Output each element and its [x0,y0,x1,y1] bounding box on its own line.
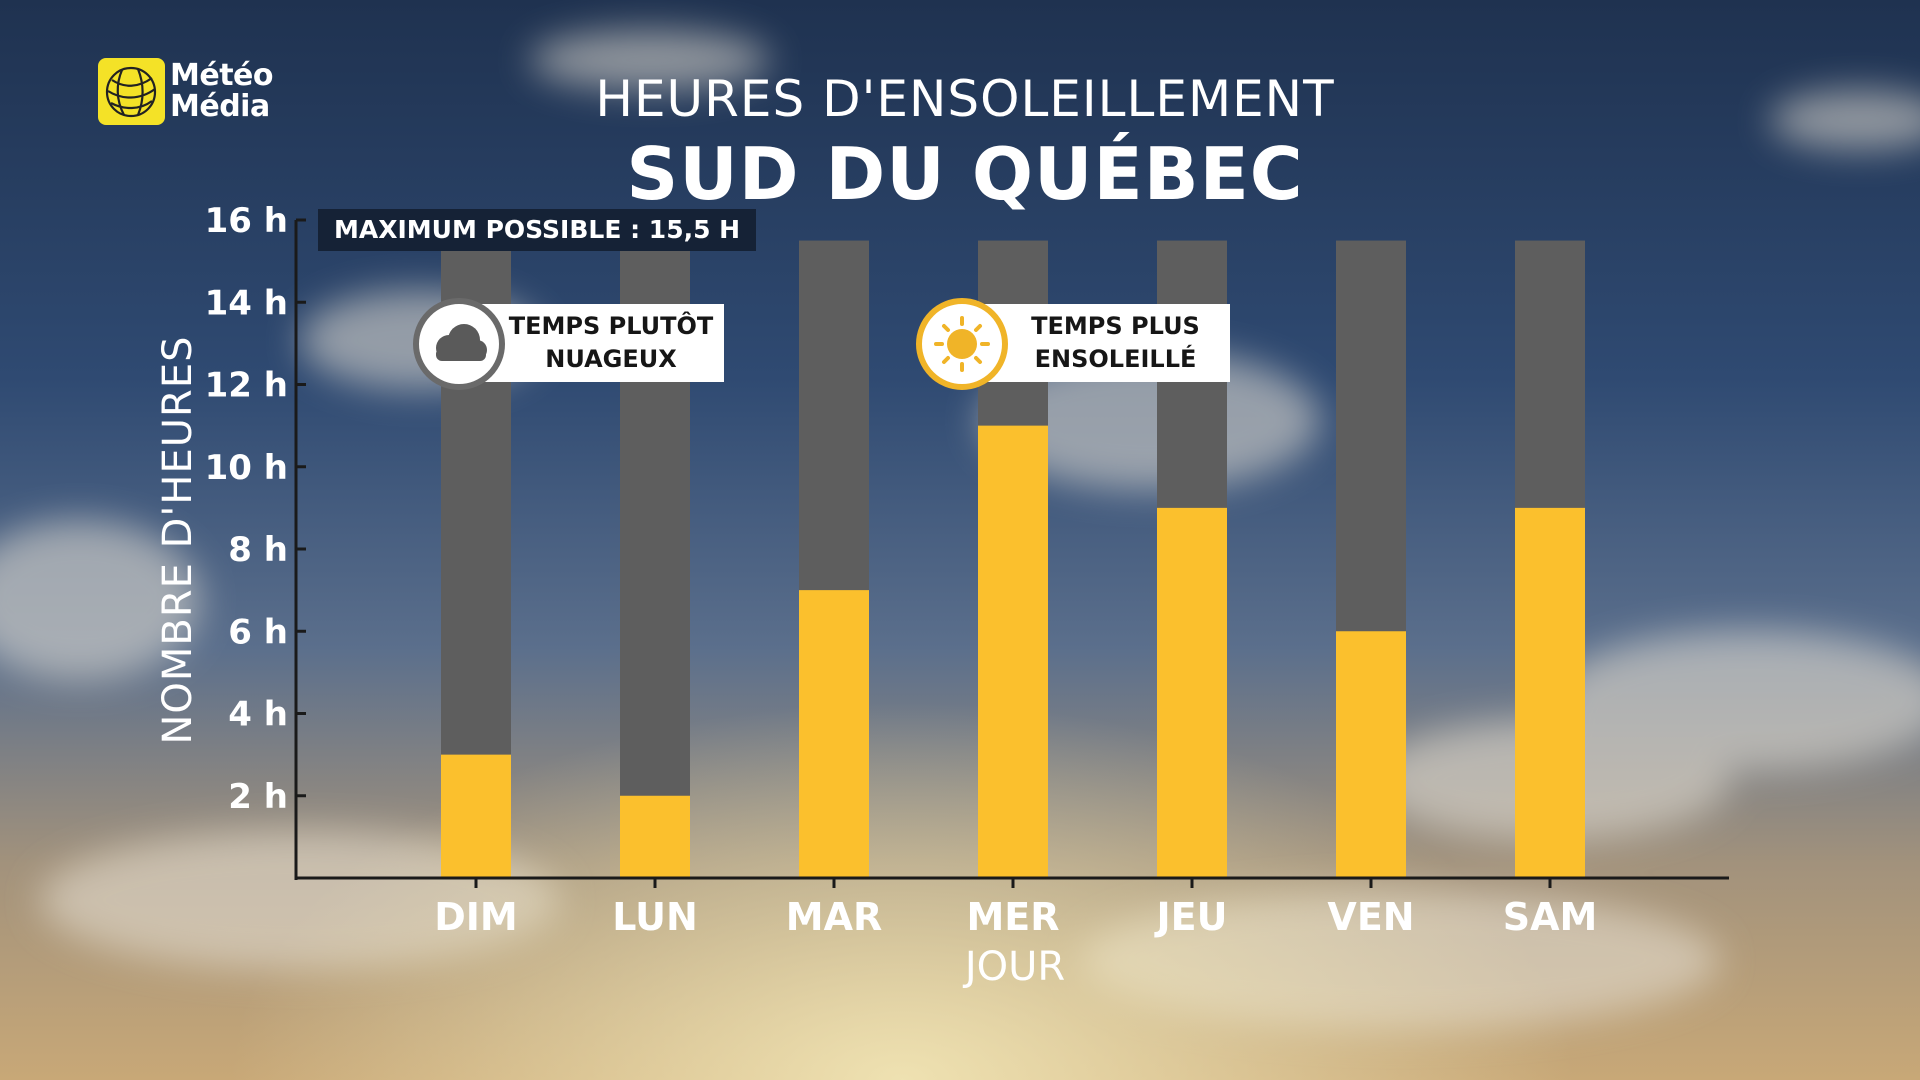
x-tick-label-dim: DIM [434,895,518,939]
y-tick-label-6: 6 h [228,612,288,652]
y-tick-label-10: 10 h [205,448,288,488]
bar-sunshine-mer [978,425,1048,878]
bar-sunshine-lun [620,795,690,878]
x-tick-label-mar: MAR [786,895,882,939]
brand-logo: Météo Média [98,58,274,128]
y-tick-label-16: 16 h [205,201,288,241]
chart-subtitle-region: SUD DU QUÉBEC [626,132,1304,216]
y-axis-ticks: 2 h 4 h 6 h 8 h 10 h 12 h 14 h 16 h [205,201,306,817]
y-tick-label-2: 2 h [228,777,288,817]
cloudy-annotation-line-1: TEMPS PLUTÔT [508,312,714,340]
y-tick-label-12: 12 h [205,366,288,406]
bar-sunshine-sam [1515,507,1585,878]
cloud-icon [413,298,505,390]
bar-sunshine-jeu [1157,507,1227,878]
x-axis-tick-labels: DIM LUN MAR MER JEU VEN SAM [434,878,1597,939]
brand-line-2: Média [170,89,270,124]
y-tick-label-14: 14 h [205,283,288,323]
x-tick-label-ven: VEN [1327,895,1414,939]
globe-logo-icon [98,58,165,125]
cloudy-annotation: TEMPS PLUTÔT NUAGEUX [452,304,724,382]
bar-sunshine-mar [799,590,869,878]
x-axis-label: JOUR [964,944,1066,990]
y-tick-label-4: 4 h [228,695,288,735]
y-axis-label: NOMBRE D'HEURES [155,335,201,745]
chart-title: HEURES D'ENSOLEILLEMENT [595,70,1335,128]
y-tick-label-8: 8 h [228,530,288,570]
brand-name: Météo Média [170,58,274,124]
cloudy-annotation-line-2: NUAGEUX [545,345,677,373]
brand-line-1: Météo [170,58,274,93]
sunny-annotation-line-1: TEMPS PLUS [1031,312,1200,340]
x-tick-label-jeu: JEU [1154,895,1228,939]
x-tick-label-mer: MER [966,895,1059,939]
bar-sunshine-ven [1336,631,1406,878]
max-possible-label: MAXIMUM POSSIBLE : 15,5 H [318,209,757,251]
x-tick-label-lun: LUN [612,895,698,939]
bar-sunshine-dim [441,754,511,878]
x-tick-label-sam: SAM [1503,895,1598,939]
sunny-annotation-line-2: ENSOLEILLÉ [1034,345,1197,373]
sun-icon [916,298,1008,390]
